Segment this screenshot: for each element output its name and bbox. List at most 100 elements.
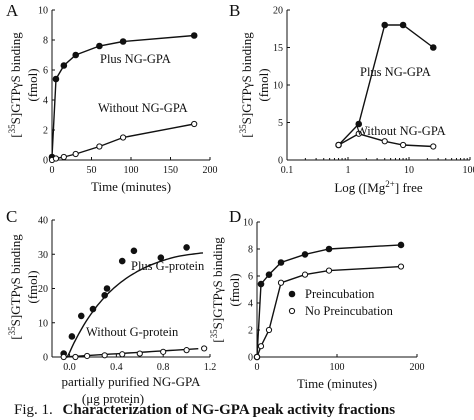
y-tick-label: 0 (248, 353, 253, 364)
y-tick-label: 6 (248, 272, 253, 283)
data-point (68, 333, 76, 340)
data-point (60, 153, 67, 161)
data-point (257, 343, 265, 350)
panel-letter: B (229, 1, 240, 20)
data-point (399, 21, 407, 29)
x-axis-label: partially purified NG-GPA (62, 374, 201, 389)
data-point (190, 32, 198, 39)
data-point (381, 138, 388, 145)
data-point (89, 305, 97, 313)
series-open: Without NG-GPA (48, 101, 198, 164)
series-filled: Plus NG-GPA (48, 32, 198, 161)
y-axis-label-unit: (fmol) (25, 68, 40, 101)
data-point (381, 21, 389, 29)
panel-letter: A (6, 1, 19, 20)
data-point (355, 120, 363, 128)
y-tick-label: 0 (43, 353, 48, 364)
data-point (96, 42, 103, 50)
y-tick-label: 8 (43, 36, 48, 47)
x-tick-label: 0.4 (110, 362, 123, 373)
panel-letter: D (229, 207, 241, 226)
data-point (96, 143, 103, 150)
series-annotation: Without NG-GPA (356, 124, 446, 138)
data-point (397, 241, 405, 249)
data-point (101, 352, 108, 359)
figure-caption: Fig. 1. Characterization of NG-GPA peak … (14, 402, 395, 418)
series-annotation: Plus NG-GPA (100, 52, 171, 66)
data-point (277, 259, 285, 266)
data-point (253, 353, 261, 361)
panel-b: B 0 5 10 15 20 0.1 1 10 100 Log ([Mg2+] free [35S]G… (229, 1, 474, 195)
y-tick-label: 6 (43, 66, 48, 77)
y-axis-label: [35S]GTPγS binding (209, 237, 225, 343)
data-point (157, 254, 165, 261)
data-point (430, 143, 437, 150)
data-point (301, 271, 309, 278)
y-tick-label: 2 (43, 126, 48, 137)
x-tick-label: 0.8 (157, 362, 170, 373)
data-point (265, 326, 273, 334)
data-point (277, 279, 285, 286)
y-tick-label: 0 (43, 156, 48, 167)
legend-marker (288, 307, 296, 315)
data-point (429, 44, 437, 51)
legend: Preincubation No Preincubation (288, 287, 394, 318)
fit-curve (63, 348, 199, 358)
y-axis-label-unit: (fmol) (227, 273, 242, 306)
data-point (119, 38, 127, 45)
x-axis-label: Time (minutes) (91, 179, 171, 194)
y-tick-label: 4 (43, 96, 48, 107)
data-point (301, 251, 309, 258)
data-point (72, 150, 79, 158)
legend-marker (288, 290, 296, 298)
data-point (119, 351, 126, 358)
data-point (355, 130, 362, 137)
series-open (253, 263, 405, 361)
data-point (77, 312, 85, 320)
y-tick-label: 10 (38, 6, 48, 17)
x-tick-label: 100 (463, 165, 474, 176)
data-point (52, 155, 60, 162)
x-tick-label: 1 (346, 165, 351, 176)
series-open: Without NG-GPA (335, 124, 446, 150)
x-tick-label: 200 (203, 165, 218, 176)
data-point (183, 347, 190, 354)
y-tick-label: 5 (278, 118, 283, 129)
series-filled (253, 241, 405, 361)
data-point (265, 271, 273, 278)
data-point (120, 134, 127, 141)
data-point (160, 348, 167, 355)
x-tick-label: 0 (50, 165, 55, 176)
x-axis-label: Time (minutes) (297, 376, 377, 391)
data-point (60, 353, 67, 361)
data-point (136, 350, 143, 357)
data-point (191, 120, 198, 128)
series-annotation: Plus G-protein (131, 259, 205, 273)
data-point (257, 280, 265, 288)
y-tick-label: 30 (38, 250, 48, 261)
x-tick-label: 0.1 (281, 165, 294, 176)
data-point (130, 247, 138, 255)
data-point (60, 62, 68, 69)
y-tick-label: 8 (248, 245, 253, 256)
y-tick-label: 20 (38, 284, 48, 295)
y-tick-label: 2 (248, 326, 253, 337)
data-point (84, 352, 91, 360)
y-tick-label: 4 (248, 299, 253, 310)
x-tick-label: 0 (255, 362, 260, 373)
x-tick-label: 50 (87, 165, 97, 176)
y-tick-label: 10 (38, 318, 48, 329)
data-point (72, 51, 79, 59)
panel-letter: C (6, 207, 17, 226)
y-tick-label: 0 (278, 156, 283, 167)
legend-label: Preincubation (305, 287, 375, 301)
y-tick-label: 10 (243, 218, 253, 229)
data-point (325, 245, 333, 253)
data-point (397, 263, 405, 270)
y-axis-label: [35S]GTPγS binding (7, 234, 23, 340)
y-axis-label: [35S]GTPγS binding (238, 32, 254, 138)
